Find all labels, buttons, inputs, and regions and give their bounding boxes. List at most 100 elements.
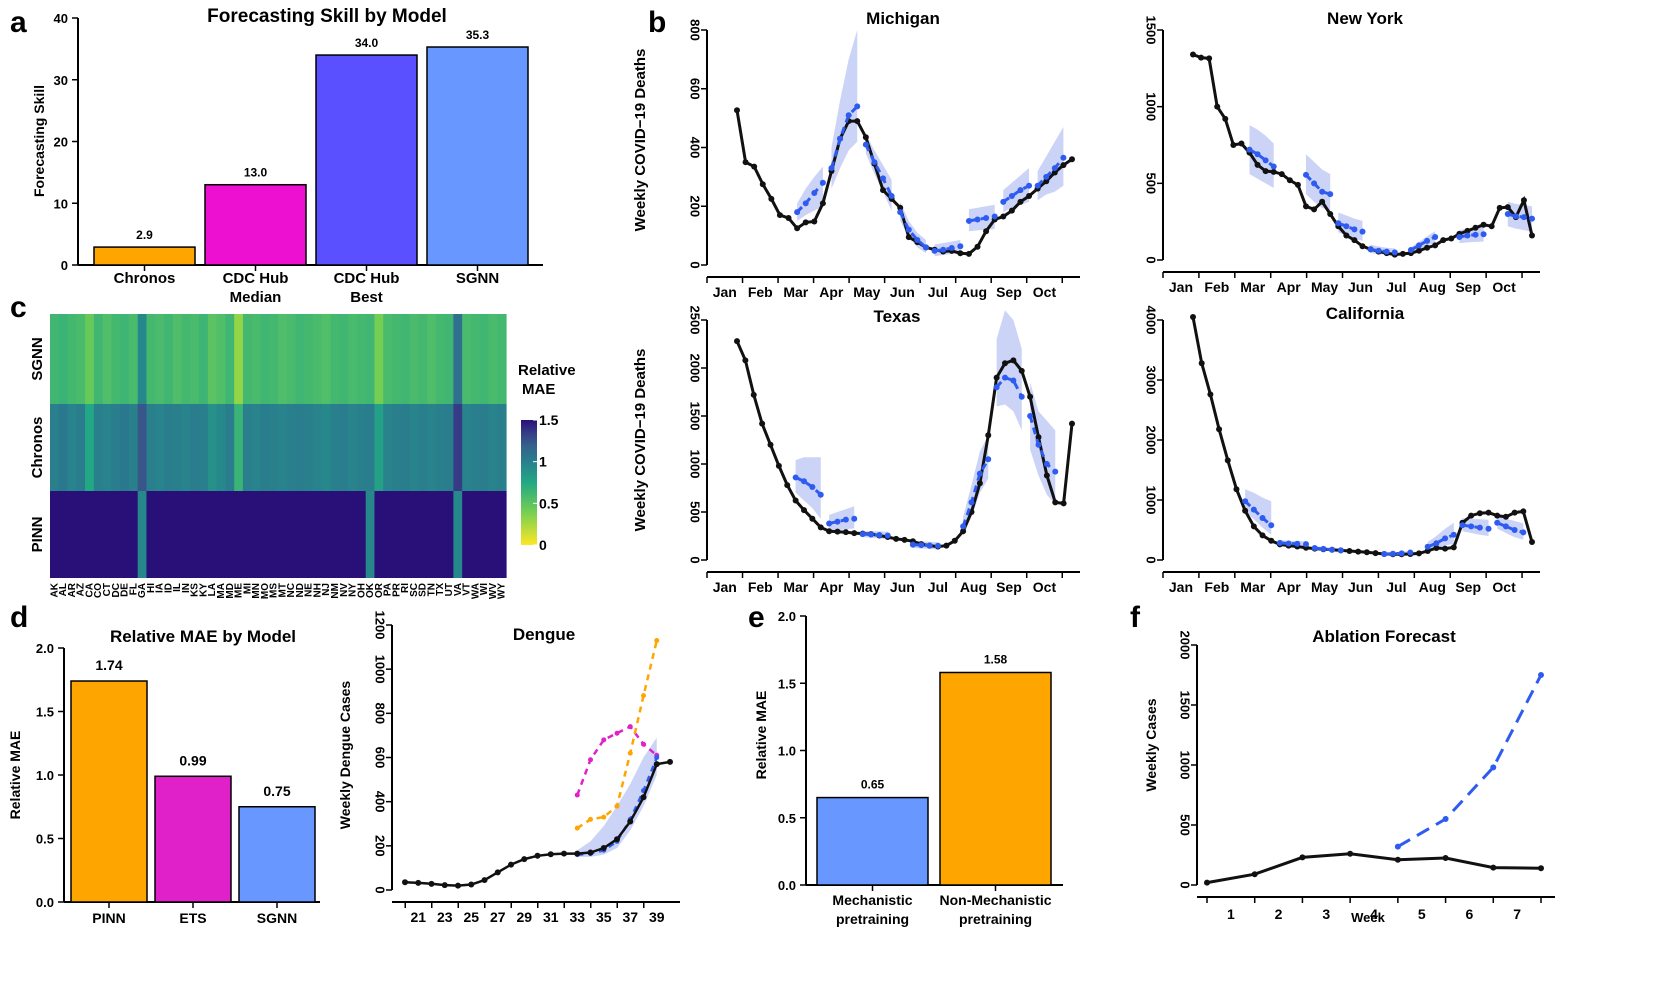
forecast-point bbox=[1480, 231, 1487, 238]
d2-y-tick-label: 0 bbox=[373, 886, 388, 893]
heatmap-cell bbox=[418, 404, 428, 491]
forecast-point bbox=[854, 103, 861, 110]
column-label: NV bbox=[339, 583, 350, 597]
column-label: PA bbox=[383, 583, 394, 596]
f-y-tick-label: 2000 bbox=[1178, 631, 1193, 660]
heatmap-cell bbox=[348, 404, 358, 491]
x-tick-label: 27 bbox=[490, 909, 506, 925]
heatmap-cell bbox=[85, 314, 95, 404]
heatmap-cell bbox=[435, 491, 446, 578]
colorbar-tick-label: 1 bbox=[539, 454, 547, 470]
observed-point bbox=[802, 219, 809, 226]
forecast-line bbox=[1397, 674, 1543, 848]
heatmap-cell bbox=[102, 314, 112, 404]
column-label: OK bbox=[365, 582, 376, 598]
bar-value-label: 35.3 bbox=[466, 28, 490, 42]
x-axis-label: Week bbox=[1351, 910, 1385, 925]
observed-point bbox=[1043, 472, 1050, 479]
column-label: IL bbox=[172, 583, 183, 592]
forecast-line bbox=[1462, 523, 1489, 531]
heatmap-cell bbox=[260, 314, 270, 404]
month-label: Jun bbox=[1348, 279, 1373, 295]
observed-point bbox=[1440, 237, 1447, 244]
colorbar-tick-label: 0.5 bbox=[539, 495, 559, 511]
forecast-point bbox=[851, 515, 858, 522]
row-label-pinn: PINN bbox=[29, 517, 46, 553]
forecast-point bbox=[976, 470, 983, 477]
month-label: May bbox=[853, 579, 880, 595]
y-axis-label-top: Weekly COVID−19 Deaths bbox=[632, 49, 649, 232]
column-label: NC bbox=[286, 583, 297, 597]
heatmap-cell bbox=[242, 491, 253, 578]
heatmap-cell bbox=[234, 404, 244, 491]
observed-point bbox=[784, 482, 791, 489]
d1-y-tick-label: 0.5 bbox=[36, 832, 54, 847]
forecast-point bbox=[1034, 182, 1041, 189]
observed-point bbox=[402, 879, 408, 886]
heatmap-cell bbox=[216, 404, 226, 491]
heatmap-cell bbox=[462, 491, 472, 578]
heatmap-cell bbox=[313, 314, 323, 404]
heatmap-cell bbox=[365, 314, 376, 404]
forecast-interval-band bbox=[795, 457, 821, 519]
heatmap-cell bbox=[453, 314, 463, 404]
heatmap-cell bbox=[330, 491, 340, 578]
ets-forecast-point bbox=[614, 730, 620, 736]
heatmap-cell bbox=[278, 404, 288, 491]
month-label: May bbox=[853, 284, 880, 300]
heatmap-cell bbox=[172, 404, 183, 491]
panel-b-state-forecasts: Weekly COVID−19 Deaths Weekly COVID−19 De… bbox=[632, 9, 1540, 595]
heatmap-cell bbox=[260, 491, 270, 578]
heatmap-cell bbox=[269, 314, 279, 404]
observed-point bbox=[1286, 177, 1293, 184]
observed-point bbox=[1490, 864, 1497, 871]
forecast-interval-band bbox=[1037, 126, 1064, 201]
column-label: TN bbox=[426, 583, 437, 596]
column-label: WV bbox=[488, 583, 499, 599]
heatmap-cell bbox=[444, 491, 454, 578]
heatmap-cell bbox=[444, 404, 454, 491]
x-tick-label: 21 bbox=[410, 909, 426, 925]
heatmap-cell bbox=[181, 314, 191, 404]
observed-point bbox=[1198, 360, 1205, 367]
observed-point bbox=[1270, 168, 1277, 175]
forecast-point bbox=[868, 531, 874, 538]
b-y-tick-label: 3000 bbox=[1144, 366, 1159, 395]
forecast-point bbox=[834, 518, 841, 525]
panel-letter-b: b bbox=[648, 6, 666, 39]
heatmap-cell bbox=[199, 491, 209, 578]
heatmap-cell bbox=[216, 491, 226, 578]
forecast-point bbox=[809, 484, 816, 491]
heatmap-cell bbox=[199, 314, 209, 404]
b-y-tick-label: 600 bbox=[688, 78, 703, 100]
observed-point bbox=[561, 850, 567, 857]
heatmap-cell bbox=[444, 314, 454, 404]
month-label: Mar bbox=[1240, 279, 1265, 295]
forecast-line bbox=[1248, 148, 1275, 168]
e-y-tick-label: 1.0 bbox=[778, 744, 796, 759]
heatmap-cell bbox=[313, 491, 323, 578]
column-label: SD bbox=[418, 583, 429, 597]
x-category-label: SGNN bbox=[456, 270, 499, 287]
observed-point bbox=[1278, 171, 1285, 178]
heatmap-cell bbox=[146, 491, 156, 578]
observed-point bbox=[640, 794, 647, 801]
forecast-interval-band bbox=[797, 166, 823, 221]
b-y-tick-label: 1000 bbox=[688, 450, 703, 479]
heatmap-cell bbox=[172, 491, 183, 578]
observed-point bbox=[976, 480, 983, 487]
d1-y-tick-label: 2.0 bbox=[36, 641, 54, 656]
month-label: Sep bbox=[1455, 579, 1481, 595]
heatmap-cell bbox=[427, 491, 437, 578]
pinn-forecast-point bbox=[614, 803, 620, 809]
b-y-tick-label: 0 bbox=[688, 261, 703, 268]
forecast-point bbox=[1504, 211, 1511, 217]
heatmap-cell bbox=[392, 314, 402, 404]
row-label-chronos: Chronos bbox=[29, 417, 46, 479]
e-y-tick-label: 2.0 bbox=[778, 609, 796, 624]
d1-y-tick-label: 0.0 bbox=[36, 895, 54, 910]
heatmap-cell bbox=[50, 491, 60, 578]
month-label: Aug bbox=[1419, 579, 1446, 595]
heatmap-cell bbox=[427, 314, 437, 404]
month-label: Jan bbox=[1169, 579, 1193, 595]
